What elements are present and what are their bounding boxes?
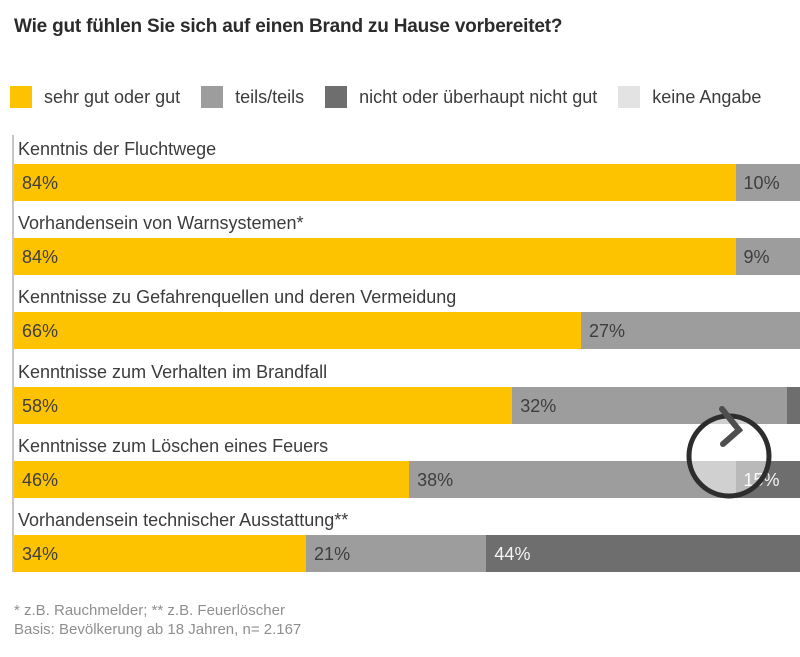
- clock-icon[interactable]: [683, 404, 779, 500]
- legend-swatch: [618, 86, 641, 108]
- legend-label: keine Angabe: [652, 86, 762, 107]
- chart-row: Vorhandensein von Warnsystemen* 84% 9%: [0, 210, 800, 284]
- bar-segment: 58%: [14, 386, 513, 424]
- bar-segment: 66%: [14, 312, 581, 350]
- bar-segment: 84%: [14, 238, 736, 276]
- footnote-line-1: * z.B. Rauchmelder; ** z.B. Feuerlöscher: [14, 602, 285, 619]
- stacked-bar: 34% 21% 44%: [14, 534, 800, 572]
- legend-label: teils/teils: [235, 86, 305, 107]
- category-label: Kenntnisse zu Gefahrenquellen und deren …: [18, 287, 457, 308]
- chart-title: Wie gut fühlen Sie sich auf einen Brand …: [14, 16, 563, 37]
- legend-swatch: [201, 86, 224, 108]
- bar-segment: 84%: [14, 164, 736, 201]
- legend-item: nicht oder überhaupt nicht gut: [325, 86, 597, 108]
- bar-chart: Kenntnis der Fluchtwege 84% 10% Vorhanden…: [0, 136, 800, 581]
- legend-swatch: [325, 86, 348, 108]
- chart-row: Kenntnisse zum Verhalten im Brandfall 58…: [0, 359, 800, 433]
- legend-swatch: [10, 86, 32, 108]
- bar-segment: 21%: [306, 534, 487, 572]
- bar-segment: 44%: [486, 534, 800, 572]
- footnote-line-2: Basis: Bevölkerung ab 18 Jahren, n= 2.16…: [14, 621, 302, 638]
- category-label: Kenntnis der Fluchtwege: [18, 139, 217, 159]
- chart-row: Kenntnisse zu Gefahrenquellen und deren …: [0, 284, 800, 358]
- category-label: Vorhandensein technischer Ausstattung**: [18, 509, 349, 530]
- legend-item: sehr gut oder gut: [10, 86, 180, 108]
- legend-label: sehr gut oder gut: [44, 86, 181, 107]
- chart-row: Kenntnisse zum Löschen eines Feuers 46% 3…: [0, 433, 800, 507]
- bar-segment: 46%: [14, 460, 410, 498]
- bar-segment: 38%: [409, 460, 736, 498]
- bar-segment: 9%: [735, 238, 800, 276]
- category-label: Vorhandensein von Warnsystemen*: [18, 213, 304, 234]
- bar-segment: 10%: [735, 164, 800, 201]
- stacked-bar: 58% 32%: [14, 386, 800, 424]
- chart-row: Vorhandensein technischer Ausstattung** …: [0, 507, 800, 581]
- stacked-bar: 84% 9%: [14, 238, 800, 276]
- bar-segment: 34%: [14, 534, 307, 572]
- category-label: Kenntnisse zum Löschen eines Feuers: [18, 435, 329, 456]
- chart-legend: sehr gut oder gut teils/teils nicht oder ü…: [10, 86, 800, 108]
- bar-segment: 27%: [580, 312, 800, 350]
- stacked-bar: 84% 10%: [14, 164, 800, 201]
- bar-segment: [787, 386, 800, 424]
- chart-row: Kenntnis der Fluchtwege 84% 10%: [0, 136, 800, 210]
- legend-item: teils/teils: [201, 86, 304, 108]
- legend-label: nicht oder überhaupt nicht gut: [359, 86, 598, 107]
- axis-baseline: [12, 135, 14, 572]
- category-label: Kenntnisse zum Verhalten im Brandfall: [18, 361, 328, 382]
- chart-footnote: * z.B. Rauchmelder; ** z.B. Feuerlöscher…: [14, 601, 301, 639]
- legend-item: keine Angabe: [618, 86, 761, 108]
- stacked-bar: 66% 27%: [14, 312, 800, 350]
